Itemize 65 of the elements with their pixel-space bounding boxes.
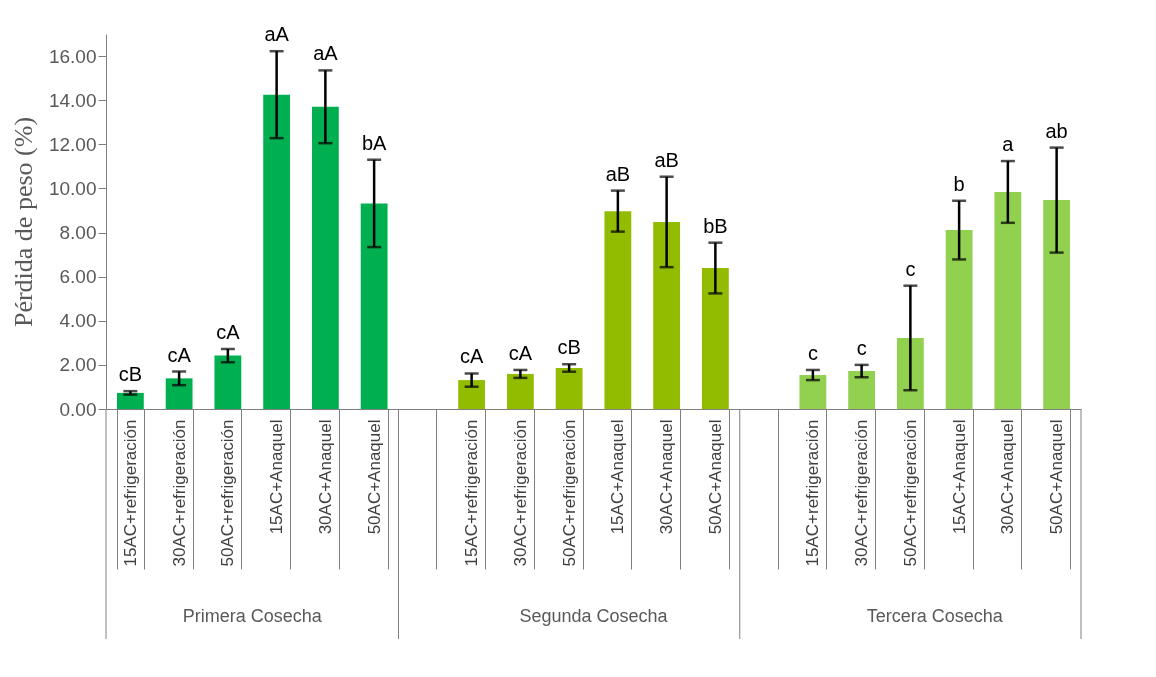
- bar: [214, 355, 242, 409]
- y-tick-label: 6.00: [59, 266, 97, 288]
- data-label: bB: [703, 214, 728, 237]
- bar: [165, 378, 193, 409]
- bar: [848, 371, 876, 409]
- x-tick-label: 50AC+refrigeración: [900, 419, 920, 567]
- x-tick-label: 15AC+refrigeración: [462, 419, 482, 567]
- y-tick-label: 10.00: [48, 177, 97, 199]
- x-tick-label: 50AC+Anaquel: [705, 419, 725, 535]
- bar: [116, 392, 144, 409]
- x-tick-label: 15AC+Anaquel: [949, 419, 969, 535]
- y-tick-label: 14.00: [48, 89, 97, 111]
- x-tick-label: 15AC+Anaquel: [608, 419, 628, 535]
- bar: [653, 221, 681, 409]
- bar: [311, 106, 339, 409]
- y-tick-label: 12.00: [48, 133, 97, 155]
- bar: [945, 230, 973, 409]
- y-tick-label: 8.00: [59, 222, 97, 244]
- x-tick-label: 15AC+refrigeración: [803, 419, 823, 567]
- data-label: bA: [361, 131, 388, 154]
- x-tick-label: 50AC+refrigeración: [218, 419, 238, 567]
- bar: [1043, 200, 1071, 409]
- bar: [896, 337, 924, 409]
- x-tick-label: 30AC+refrigeración: [852, 419, 872, 567]
- bar: [263, 94, 291, 409]
- x-tick-label: 30AC+Anaquel: [657, 419, 677, 535]
- bar: [799, 375, 827, 409]
- data-label: a: [1002, 133, 1015, 156]
- y-tick-label: 4.00: [59, 310, 97, 332]
- text: Segunda Cosecha: [519, 606, 669, 626]
- data-label: cA: [216, 321, 241, 343]
- data-label: b: [953, 172, 965, 195]
- data-label: aA: [264, 23, 290, 46]
- bar: [360, 203, 388, 409]
- data-label: c: [807, 341, 818, 364]
- data-label: aB: [605, 162, 631, 185]
- data-label: aA: [313, 42, 339, 65]
- x-tick-label: 15AC+Anaquel: [267, 419, 287, 535]
- data-label: cA: [459, 345, 484, 368]
- text: Tercera Cosecha: [866, 606, 1004, 626]
- x-tick-label: 15AC+refrigeración: [120, 419, 140, 567]
- x-tick-label: 50AC+refrigeración: [559, 419, 579, 567]
- x-tick-label: 30AC+Anaquel: [998, 419, 1018, 535]
- data-label: aB: [654, 148, 679, 171]
- bar: [458, 380, 486, 409]
- data-label: cA: [508, 341, 533, 364]
- data-label: cB: [557, 336, 581, 359]
- data-label: cA: [167, 343, 192, 366]
- text: Primera Cosecha: [182, 606, 323, 626]
- data-label: ab: [1045, 119, 1068, 142]
- x-tick-label: 30AC+Anaquel: [315, 419, 335, 535]
- x-tick-label: 30AC+refrigeración: [510, 419, 530, 567]
- y-tick-label: 0.00: [59, 398, 97, 420]
- x-tick-label: 30AC+refrigeración: [169, 419, 189, 567]
- y-tick-label: 2.00: [59, 354, 97, 376]
- data-label: c: [905, 257, 916, 280]
- data-label: cB: [118, 363, 143, 386]
- bar: [994, 191, 1022, 409]
- bar: [701, 268, 729, 409]
- x-tick-label: 50AC+Anaquel: [1047, 419, 1067, 535]
- bar: [604, 211, 632, 409]
- x-tick-label: 50AC+Anaquel: [364, 419, 384, 535]
- y-tick-label: 16.00: [48, 45, 97, 67]
- data-label: c: [856, 336, 867, 359]
- y-axis-title: Pérdida de peso (%): [8, 116, 38, 328]
